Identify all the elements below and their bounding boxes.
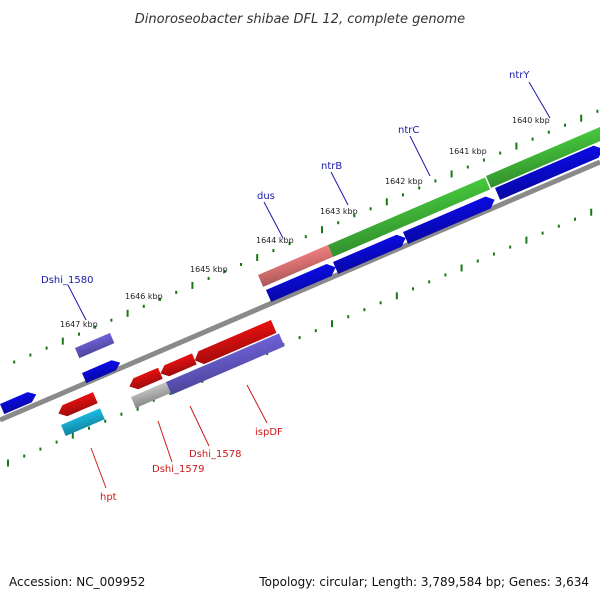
gene-label-ispdf: ispDF bbox=[255, 427, 283, 438]
scale-label-1642: 1642 kbp bbox=[385, 177, 423, 186]
gene-ntrc bbox=[403, 196, 495, 244]
leader-ntrb bbox=[330, 171, 349, 206]
leader-dus bbox=[263, 201, 284, 239]
scale-label-1644: 1644 kbp bbox=[256, 236, 294, 245]
scale-label-1646: 1646 kbp bbox=[125, 292, 163, 301]
gene-ntr-operon bbox=[328, 177, 491, 257]
leader-ntry bbox=[528, 81, 551, 119]
gene-forward-dus-lower bbox=[266, 264, 336, 302]
gene-label-dshi-1580: Dshi_1580 bbox=[41, 275, 93, 286]
gene-ispdf bbox=[194, 320, 277, 365]
gene-ntry bbox=[486, 127, 600, 188]
gene-label-dshi-1579: Dshi_1579 bbox=[152, 464, 204, 475]
gene-forward-left bbox=[0, 392, 37, 415]
gene-hpt bbox=[58, 392, 98, 417]
leader-hpt bbox=[90, 447, 107, 489]
gene-dshi-1580 bbox=[75, 332, 115, 359]
gene-label-ntry: ntrY bbox=[509, 70, 530, 81]
label-leaders bbox=[67, 81, 551, 489]
gene-ispdf-lower bbox=[166, 333, 285, 395]
scale-label-1640: 1640 kbp bbox=[512, 116, 550, 125]
leader-dshi-1580 bbox=[67, 284, 87, 321]
gene-features bbox=[0, 127, 600, 436]
gene-forward-small bbox=[82, 360, 121, 384]
map-title: Dinoroseobacter shibae DFL 12, complete … bbox=[135, 12, 465, 27]
leader-dshi-1578 bbox=[189, 405, 210, 447]
genome-summary-text: Topology: circular; Length: 3,789,584 bp… bbox=[258, 575, 589, 589]
leader-dshi-1579 bbox=[157, 420, 173, 463]
gene-label-ntrb: ntrB bbox=[321, 161, 342, 172]
gene-ntry-lower bbox=[495, 145, 600, 200]
scale-label-1645: 1645 kbp bbox=[190, 265, 228, 274]
leader-ntrc bbox=[409, 135, 431, 177]
gene-dshi-1578 bbox=[160, 353, 197, 377]
gene-label-hpt: hpt bbox=[100, 492, 117, 503]
gene-grey bbox=[131, 381, 171, 408]
gene-hpt-lower bbox=[61, 408, 105, 436]
gene-label-dshi-1578: Dshi_1578 bbox=[189, 449, 241, 460]
scale-label-1643: 1643 kbp bbox=[320, 207, 358, 216]
accession-text: Accession: NC_009952 bbox=[9, 575, 145, 589]
tick-marks bbox=[7, 109, 599, 467]
gene-label-dus: dus bbox=[257, 191, 275, 202]
gene-label-ntrc: ntrC bbox=[398, 125, 419, 136]
gene-dus bbox=[258, 244, 334, 287]
leader-ispdf bbox=[246, 384, 268, 424]
gene-dshi-1579 bbox=[129, 367, 163, 390]
scale-label-1641: 1641 kbp bbox=[449, 147, 487, 156]
gene-ntrb bbox=[333, 234, 406, 274]
scale-label-1647: 1647 kbp bbox=[60, 320, 98, 329]
